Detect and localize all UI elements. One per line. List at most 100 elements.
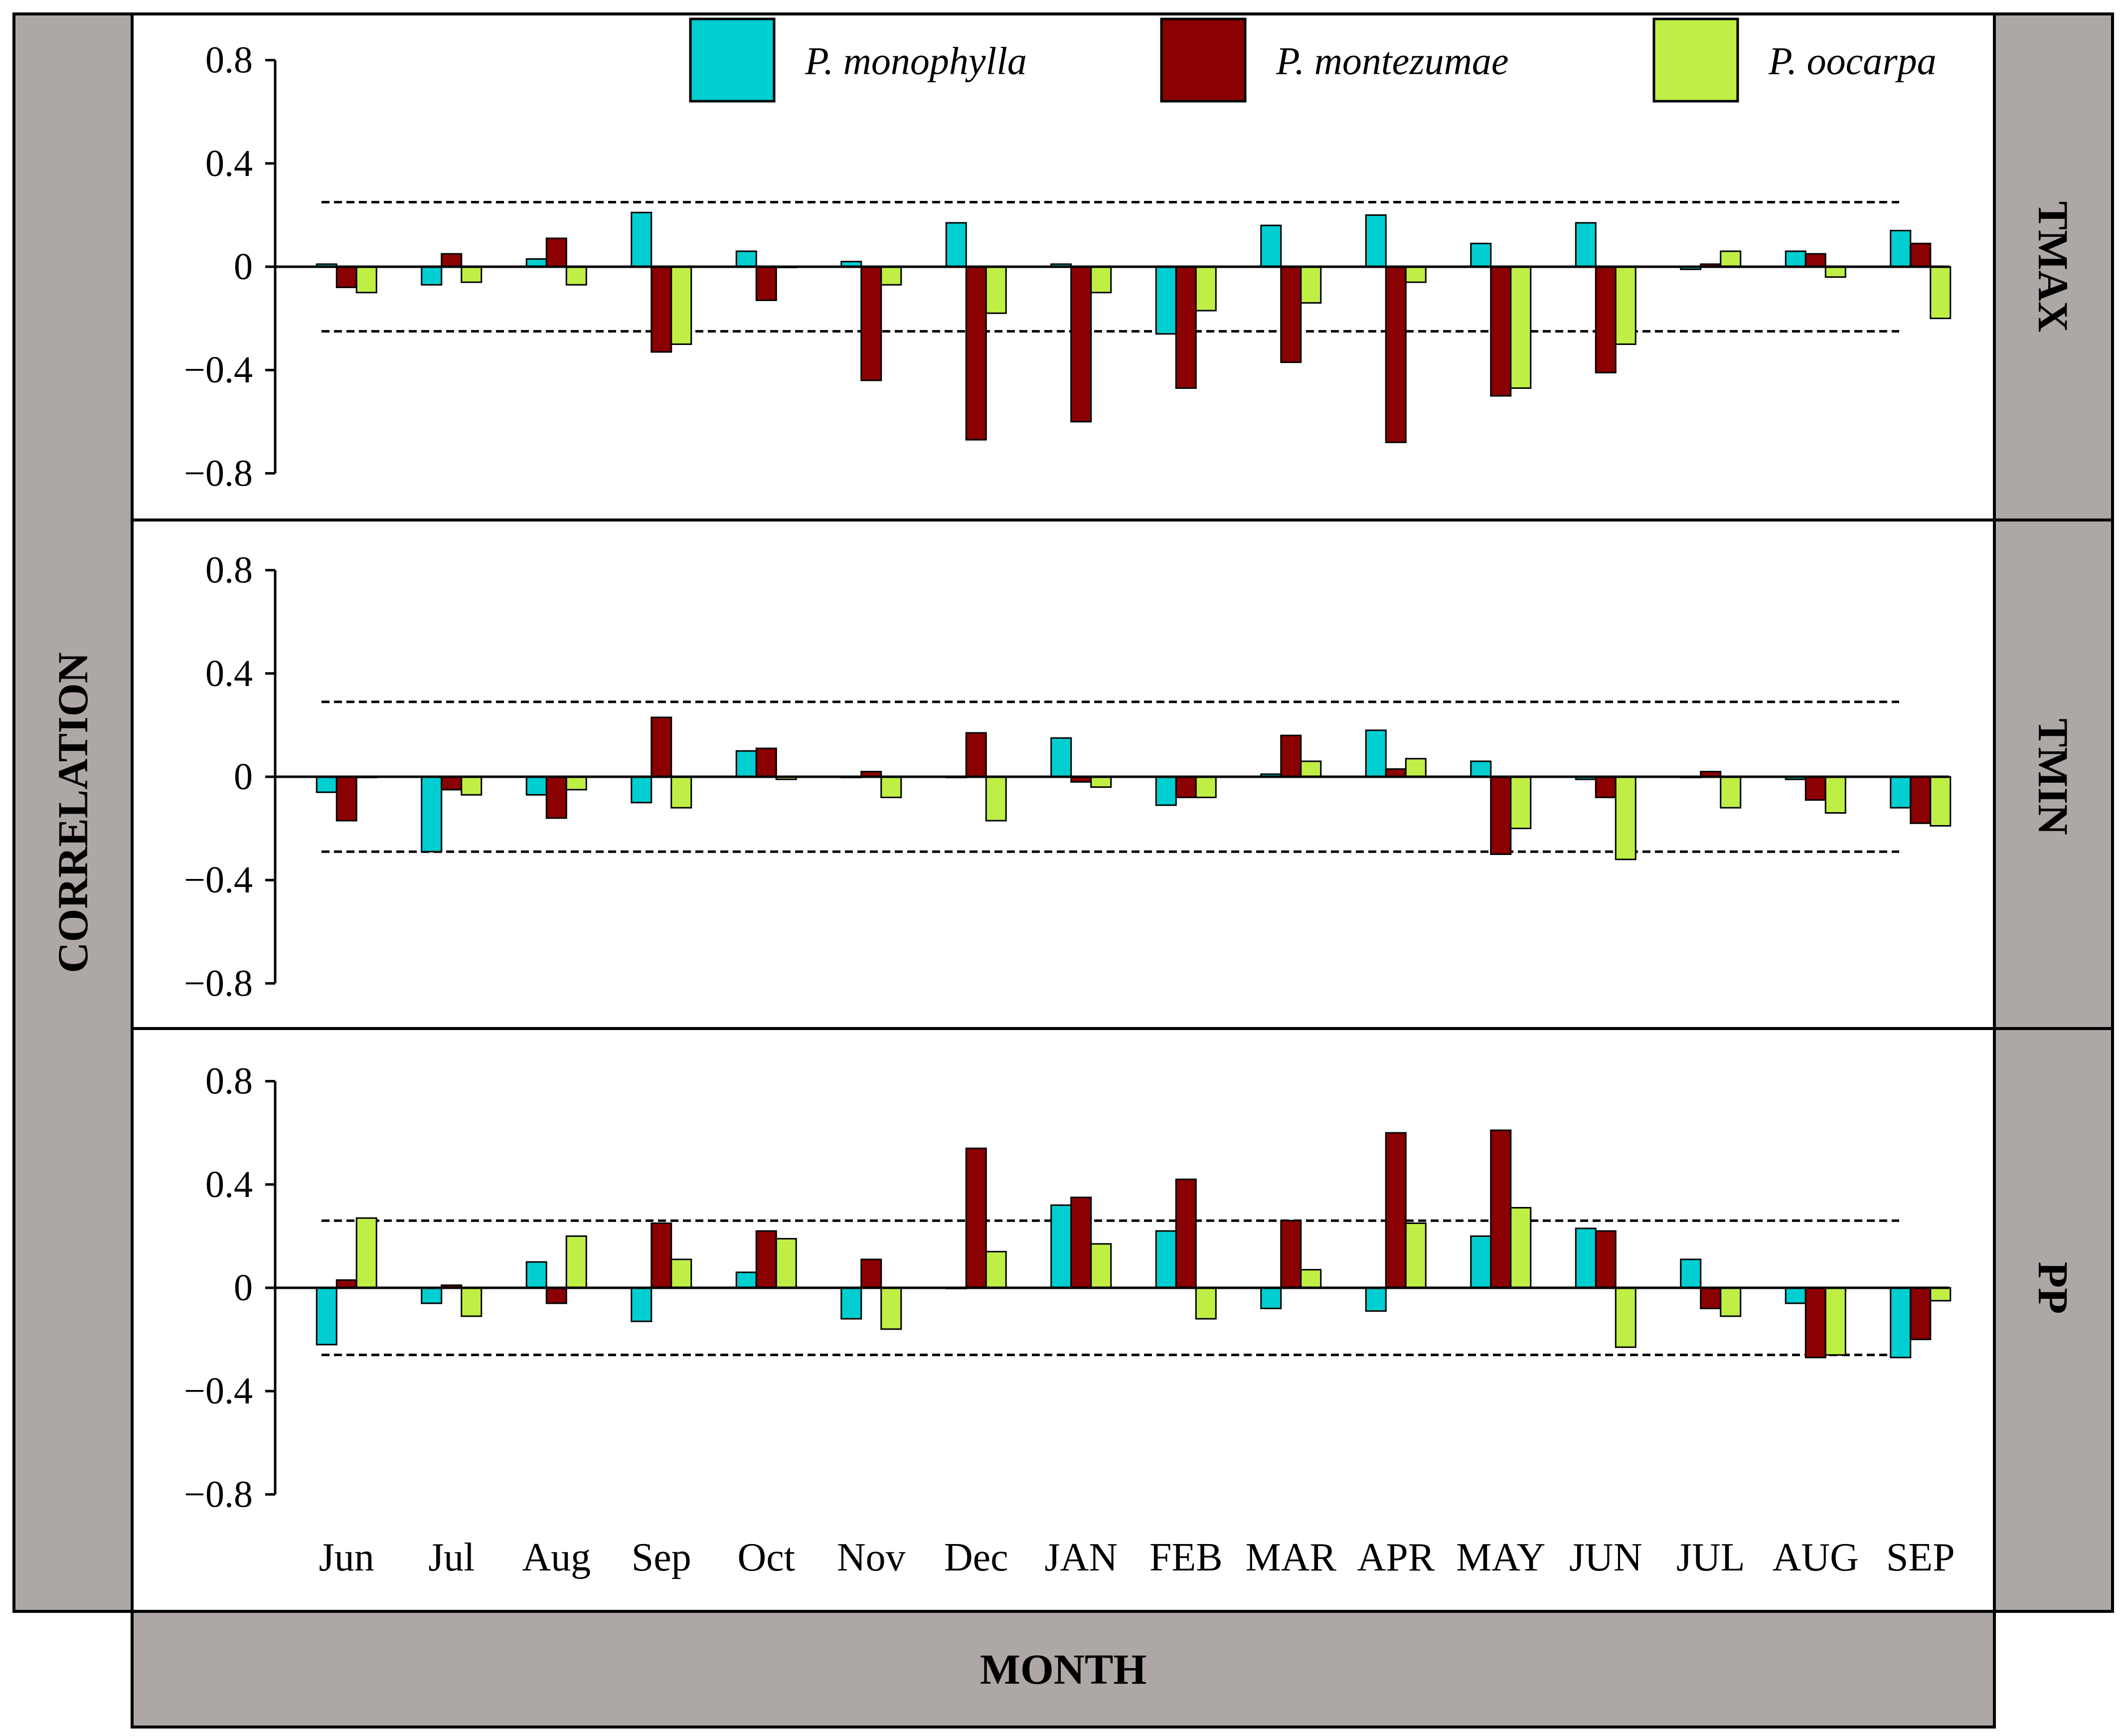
bar bbox=[1365, 729, 1387, 778]
x-tick-label: Oct bbox=[737, 1536, 795, 1579]
legend-label: P. oocarpa bbox=[1768, 39, 1937, 83]
legend-swatch bbox=[689, 17, 776, 103]
y-tick-label: −0.4 bbox=[184, 859, 253, 901]
bar bbox=[1490, 776, 1512, 855]
left-label-strip bbox=[12, 12, 134, 1613]
legend-swatch bbox=[1652, 17, 1739, 103]
bar bbox=[670, 776, 692, 809]
legend-swatch bbox=[1160, 17, 1247, 103]
bar bbox=[880, 776, 902, 798]
x-tick-label: APR bbox=[1357, 1536, 1435, 1579]
y-axis-title: CORRELATION bbox=[49, 652, 97, 973]
bar bbox=[316, 776, 337, 793]
bar bbox=[1595, 266, 1617, 373]
x-tick-label: MAR bbox=[1246, 1536, 1337, 1579]
y-tick-label: 0.4 bbox=[205, 653, 253, 694]
bar bbox=[1720, 1287, 1742, 1317]
bar bbox=[1385, 1132, 1407, 1289]
bar bbox=[1280, 266, 1302, 363]
legend-label: P. montezumae bbox=[1276, 39, 1509, 83]
bar bbox=[1785, 250, 1806, 268]
x-tick-label: Aug bbox=[522, 1536, 591, 1579]
bar bbox=[651, 716, 672, 778]
bar bbox=[1090, 776, 1112, 788]
bar bbox=[1890, 776, 1912, 809]
x-tick-label: Sep bbox=[632, 1536, 691, 1579]
bar bbox=[1155, 266, 1177, 335]
bar bbox=[525, 1261, 547, 1289]
panel-tmax: 0.8 0.4 0 −0.4 −0.8 TMAX bbox=[184, 39, 2077, 495]
y-tick-label: 0.8 bbox=[205, 549, 253, 591]
bar bbox=[1070, 266, 1092, 423]
y-tick-label: −0.4 bbox=[184, 1370, 253, 1412]
bar bbox=[1155, 1230, 1177, 1289]
bar bbox=[565, 1235, 587, 1289]
bar bbox=[755, 266, 777, 301]
bar bbox=[775, 1238, 797, 1289]
y-tick-label: 0 bbox=[234, 1267, 253, 1309]
bar bbox=[1804, 776, 1826, 801]
bar bbox=[1300, 760, 1322, 778]
bar bbox=[1470, 760, 1492, 778]
bar bbox=[1720, 776, 1742, 809]
bar bbox=[1510, 1207, 1532, 1289]
bar bbox=[1930, 266, 1952, 320]
bar bbox=[1090, 266, 1112, 294]
bar bbox=[651, 266, 672, 353]
bar bbox=[631, 776, 653, 804]
legend: P. monophylla P. montezumae P. oocarpa bbox=[689, 17, 1937, 103]
bar bbox=[355, 266, 377, 294]
bar bbox=[355, 1217, 377, 1289]
y-tick-label: 0.8 bbox=[205, 39, 253, 81]
bar bbox=[1385, 266, 1407, 443]
bar bbox=[1680, 1258, 1702, 1289]
bar bbox=[421, 776, 443, 853]
x-tick-label: JUN bbox=[1569, 1536, 1642, 1579]
panel-label: TMIN bbox=[2029, 718, 2077, 835]
y-tick-label: −0.4 bbox=[184, 349, 253, 391]
bar bbox=[335, 266, 357, 288]
bar bbox=[1890, 229, 1912, 268]
bar bbox=[735, 750, 757, 778]
x-tick-label: Jun bbox=[319, 1536, 374, 1579]
bar bbox=[1365, 214, 1387, 268]
panel-label: TMAX bbox=[2029, 201, 2077, 333]
bar bbox=[631, 211, 653, 268]
panel-tmin: 0.8 0.4 0 −0.4 −0.8 TMIN bbox=[184, 549, 2077, 1005]
bar bbox=[1490, 1129, 1512, 1289]
bar bbox=[1300, 266, 1322, 304]
bar bbox=[441, 776, 463, 791]
bar bbox=[1595, 1230, 1617, 1289]
bar bbox=[1280, 1219, 1302, 1289]
bar bbox=[670, 1258, 692, 1289]
bar bbox=[1824, 266, 1846, 278]
bar bbox=[1575, 1227, 1597, 1289]
x-tick-labels: Jun Jul Aug Sep Oct Nov Dec JAN FEB MAR APR MAY JUN J… bbox=[319, 1536, 1955, 1579]
x-tick-label: SEP bbox=[1886, 1536, 1955, 1579]
bar bbox=[651, 1222, 672, 1289]
bar bbox=[965, 732, 987, 778]
bar bbox=[1785, 1287, 1806, 1304]
y-tick-label: 0.4 bbox=[205, 143, 253, 184]
bar bbox=[1910, 242, 1932, 268]
bar bbox=[1195, 266, 1217, 312]
bar bbox=[1615, 266, 1636, 345]
bar bbox=[1405, 266, 1427, 283]
panel-label: PP bbox=[2029, 1261, 2077, 1314]
bar bbox=[1510, 266, 1532, 389]
bar bbox=[1260, 224, 1282, 268]
bar bbox=[1615, 776, 1636, 861]
x-tick-label: MAY bbox=[1456, 1536, 1545, 1579]
x-tick-label: JUL bbox=[1676, 1536, 1745, 1579]
bar bbox=[880, 266, 902, 286]
bar bbox=[1175, 266, 1197, 389]
bar bbox=[1405, 758, 1427, 778]
bar bbox=[1910, 1287, 1932, 1341]
bar bbox=[985, 1250, 1007, 1289]
bar bbox=[1824, 776, 1846, 814]
bar bbox=[985, 266, 1007, 314]
x-tick-label: JAN bbox=[1044, 1536, 1118, 1579]
panel-pp: 0.8 0.4 0 −0.4 −0.8 PP bbox=[184, 1060, 2077, 1516]
bar bbox=[1510, 776, 1532, 830]
